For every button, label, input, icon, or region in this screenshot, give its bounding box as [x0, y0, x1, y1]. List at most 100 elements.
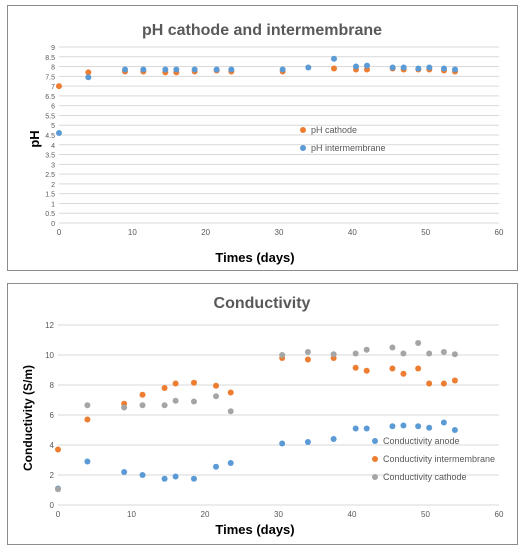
- ph-y-tick-label: 7.5: [45, 74, 55, 81]
- ph-intermembrane-point: [191, 66, 198, 73]
- conductivity-anode-point: [415, 423, 422, 430]
- ph-x-tick-label: 30: [275, 228, 284, 237]
- conductivity-cathode-point: [190, 398, 197, 405]
- conductivity-intermembrane-point: [415, 365, 422, 372]
- ph-cathode-point: [56, 83, 62, 90]
- ph-intermembrane-point: [389, 64, 396, 71]
- ph-intermembrane-legend-marker: [300, 145, 306, 151]
- ph-y-tick-label: 7: [51, 84, 55, 91]
- conductivity-cathode-point: [363, 346, 370, 353]
- ph-y-tick-label: 3: [51, 162, 55, 169]
- ph-y-tick-label: 2: [51, 182, 55, 189]
- ph-x-tick-label: 40: [348, 228, 357, 237]
- ph-chart-title: pH cathode and intermembrane: [142, 22, 382, 39]
- conductivity-anode-point: [451, 427, 458, 433]
- conductivity-anode-point: [352, 425, 359, 432]
- ph-y-tick-label: 9: [51, 45, 55, 52]
- ph-chart: pH cathode and intermembrane pH Times (d…: [27, 22, 504, 265]
- ph-cathode-legend-label: pH cathode: [311, 125, 357, 135]
- ph-legend: pH cathode pH intermembrane: [300, 125, 386, 153]
- ph-x-tick-label: 20: [201, 228, 210, 237]
- conductivity-gridlines: [58, 324, 499, 506]
- ph-x-tick-label: 50: [421, 228, 430, 237]
- conductivity-intermembrane-point: [55, 446, 61, 453]
- ph-y-tick-label: 4.5: [45, 133, 55, 140]
- ph-y-tick-label: 0.5: [45, 211, 55, 218]
- ph-cathode-legend-marker: [300, 127, 306, 133]
- conductivity-x-tick-label: 20: [201, 510, 210, 519]
- conductivity-anode-point: [363, 425, 370, 432]
- conductivity-anode-point: [330, 436, 337, 442]
- conductivity-anode-point: [227, 460, 234, 466]
- conductivity-intermembrane-point: [352, 364, 359, 371]
- ph-y-tick-label: 3.5: [45, 153, 55, 160]
- ph-y-tick-label: 6.5: [45, 94, 55, 101]
- conductivity-intermembrane-point: [451, 377, 458, 384]
- conductivity-intermembrane-point: [389, 365, 396, 372]
- conductivity-x-tick-label: 50: [421, 510, 430, 519]
- conductivity-anode-point: [84, 458, 91, 465]
- ph-y-tick-label: 5: [51, 123, 55, 130]
- conductivity-intermembrane-point: [84, 416, 91, 423]
- conductivity-anode-point: [389, 423, 396, 430]
- ph-y-tick-label: 8: [51, 65, 55, 72]
- conductivity-intermembrane-point: [227, 389, 234, 396]
- conductivity-cathode-point: [279, 352, 286, 358]
- conductivity-intermembrane-legend-marker: [372, 456, 378, 462]
- conductivity-cathode-point: [84, 402, 91, 409]
- ph-intermembrane-point: [56, 130, 62, 137]
- ph-intermembrane-point: [426, 64, 433, 71]
- conductivity-y-ticks: 0 2 4 6 8 10 12: [45, 321, 54, 510]
- conductivity-cathode-point: [426, 350, 433, 357]
- ph-intermembrane-point: [441, 65, 447, 72]
- ph-points: [56, 55, 458, 137]
- conductivity-anode-legend-label: Conductivity anode: [383, 436, 460, 446]
- conductivity-y-tick-label: 4: [50, 441, 55, 450]
- ph-intermembrane-point: [400, 64, 407, 71]
- conductivity-chart-panel: Conductivity Conductivity (S/m) Times (d…: [7, 283, 518, 545]
- conductivity-x-tick-label: 30: [274, 510, 283, 519]
- conductivity-cathode-point: [172, 397, 179, 404]
- ph-y-tick-label: 8.5: [45, 55, 55, 62]
- ph-intermembrane-point: [353, 63, 359, 70]
- conductivity-intermembrane-point: [213, 382, 220, 389]
- conductivity-anode-point: [139, 472, 146, 478]
- ph-intermembrane-point: [331, 55, 337, 62]
- conductivity-cathode-point: [330, 351, 337, 358]
- conductivity-anode-point: [304, 439, 311, 445]
- conductivity-anode-point: [213, 463, 220, 470]
- ph-x-tick-label: 10: [128, 228, 137, 237]
- ph-intermembrane-point: [140, 66, 147, 73]
- conductivity-intermembrane-point: [304, 356, 311, 363]
- conductivity-cathode-point: [139, 402, 146, 409]
- conductivity-cathode-point: [55, 486, 61, 493]
- conductivity-cathode-point: [440, 349, 447, 355]
- ph-intermembrane-point: [122, 66, 128, 73]
- ph-y-tick-label: 1: [51, 201, 55, 208]
- ph-intermembrane-point: [452, 66, 458, 73]
- ph-y-tick-label: 4: [51, 143, 55, 150]
- conductivity-intermembrane-legend-label: Conductivity intermembrane: [383, 454, 495, 464]
- conductivity-y-axis-label: Conductivity (S/m): [21, 365, 35, 471]
- conductivity-intermembrane-point: [190, 379, 197, 386]
- ph-intermembrane-point: [279, 66, 286, 73]
- ph-y-axis-label: pH: [27, 130, 42, 147]
- ph-x-tick-label: 0: [57, 228, 62, 237]
- conductivity-cathode-point: [415, 340, 422, 346]
- conductivity-chart-title: Conductivity: [214, 295, 311, 312]
- conductivity-intermembrane-point: [161, 385, 168, 391]
- conductivity-cathode-point: [161, 402, 168, 409]
- ph-y-tick-label: 0: [51, 221, 55, 228]
- conductivity-x-tick-label: 40: [348, 510, 357, 519]
- conductivity-chart: Conductivity Conductivity (S/m) Times (d…: [21, 295, 504, 537]
- conductivity-intermembrane-point: [139, 391, 146, 398]
- conductivity-y-tick-label: 8: [50, 381, 55, 390]
- ph-y-tick-label: 5.5: [45, 113, 55, 120]
- ph-intermembrane-point: [364, 62, 370, 69]
- conductivity-intermembrane-point: [172, 380, 179, 387]
- conductivity-cathode-point: [213, 393, 220, 400]
- conductivity-anode-legend-marker: [372, 438, 378, 444]
- ph-intermembrane-point: [415, 65, 422, 72]
- ph-y-ticks: 0 0.5 1 1.5 2 2.5 3 3.5 4 4.5 5 5.5 6 6.5 7 7.5 8 8.5 9: [45, 45, 55, 228]
- conductivity-anode-point: [190, 475, 197, 482]
